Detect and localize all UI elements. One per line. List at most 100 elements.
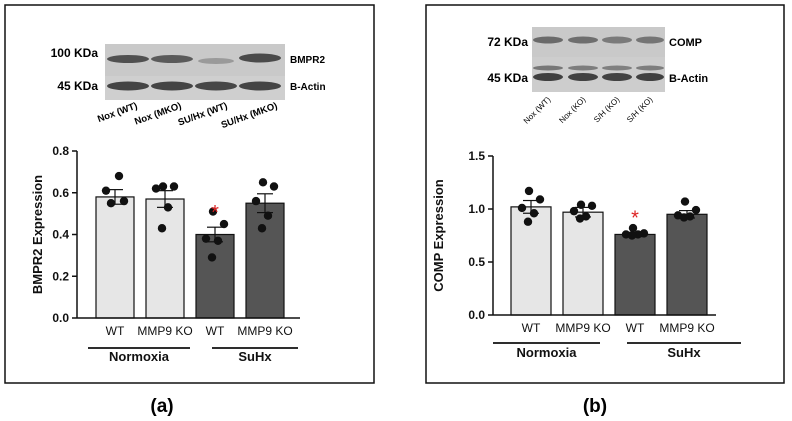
y-tick-label: 0.0 [52, 311, 69, 325]
blot-band [533, 73, 563, 81]
data-point [263, 211, 273, 220]
blot-band [602, 65, 632, 71]
group-label: Normoxia [517, 345, 578, 360]
blot-band [602, 36, 632, 44]
panel-a-frame [4, 4, 375, 384]
data-point [627, 231, 637, 240]
y-tick-label: 1.0 [468, 202, 485, 216]
data-point [576, 200, 586, 209]
data-point [587, 201, 597, 211]
panel-b-frame [425, 4, 785, 384]
lane-label: S/H (KO) [625, 95, 655, 125]
data-point [680, 197, 690, 206]
panel-b-blot: 72 KDa 45 KDa COMP B-Actin Nox (WT) Nox … [487, 27, 708, 126]
y-axis-title: BMPR2 Expression [30, 175, 45, 294]
data-point [158, 182, 168, 191]
blot-band [239, 53, 281, 63]
blot-band [602, 73, 632, 81]
data-point [213, 236, 223, 245]
lane-label: S/H (KO) [592, 95, 622, 125]
data-point [251, 196, 261, 206]
data-point [163, 203, 173, 212]
blot-band [151, 55, 193, 63]
blot-band [568, 73, 598, 81]
blot-band [195, 81, 237, 91]
bar [95, 196, 135, 319]
significance-marker: * [211, 202, 219, 224]
marker-bottom-label: 45 KDa [57, 79, 98, 93]
y-tick-label: 0.4 [52, 228, 69, 242]
category-label: MMP9 KO [237, 324, 292, 338]
blot-band [107, 81, 149, 91]
data-point [517, 203, 527, 213]
category-label: WT [522, 321, 541, 335]
category-label: MMP9 KO [555, 321, 610, 335]
y-tick-label: 0.6 [52, 186, 69, 200]
data-point [269, 182, 279, 191]
data-point [257, 224, 267, 233]
data-point [691, 205, 701, 215]
group-label: Normoxia [109, 349, 170, 364]
lane-label: Nox (WT) [96, 100, 139, 125]
bar [666, 213, 708, 316]
data-point [157, 224, 167, 233]
data-point [201, 234, 211, 243]
panel-label-a: (a) [150, 396, 173, 417]
bar [195, 233, 235, 319]
blot-band [636, 36, 664, 44]
category-label: WT [206, 324, 225, 338]
blot-band [568, 65, 598, 71]
marker-top-label: 72 KDa [487, 35, 528, 49]
blot-band [107, 55, 149, 63]
lane-label: Nox (WT) [522, 95, 553, 126]
category-label: WT [626, 321, 645, 335]
lane-label: Nox (KO) [557, 95, 587, 125]
group-label: SuHx [238, 349, 272, 364]
data-point [169, 182, 179, 191]
data-point [208, 207, 218, 216]
data-point [101, 186, 111, 195]
blot-band [533, 36, 563, 44]
category-label: WT [106, 324, 125, 338]
bar [245, 202, 285, 319]
panel-label-b: (b) [583, 396, 607, 417]
blot-band [533, 65, 563, 71]
marker-top-label: 100 KDa [51, 46, 99, 60]
bar [562, 211, 604, 316]
data-point [535, 195, 545, 204]
band-bottom-label: B-Actin [290, 82, 326, 93]
data-point [151, 184, 161, 193]
data-point [529, 209, 539, 218]
y-tick-label: 0.8 [52, 144, 69, 158]
blot-band [198, 58, 234, 64]
band-bottom-label: B-Actin [669, 73, 708, 85]
data-point [258, 178, 268, 187]
data-point [524, 186, 534, 196]
blot-band [151, 81, 193, 91]
data-point [523, 217, 533, 226]
data-point [575, 214, 585, 223]
data-point [679, 213, 689, 222]
panel-a-chart: WT MMP9 KO * WT MMP9 KO 0.0 0.2 0.4 0.6 0.8 BMPR2 … [30, 144, 300, 364]
y-tick-label: 0.0 [468, 308, 485, 322]
y-tick-label: 1.5 [468, 149, 485, 163]
bar [145, 198, 185, 319]
data-point [119, 196, 129, 206]
band-top-label: BMPR2 [290, 55, 325, 66]
data-point [569, 206, 579, 216]
panel-b-chart: WT MMP9 KO * WT MMP9 KO 0.0 0.5 1.0 1.5 COMP Expr… [431, 149, 741, 360]
lane-label: SU/Hx (MKO) [220, 100, 279, 131]
group-label: SuHx [667, 345, 701, 360]
panel-a-blot: 100 KDa 45 KDa BMPR2 B-Actin Nox (WT) No… [51, 44, 326, 131]
y-axis-title: COMP Expression [431, 179, 446, 292]
data-point [114, 171, 124, 181]
y-tick-label: 0.2 [52, 269, 69, 283]
data-point [219, 219, 229, 229]
marker-bottom-label: 45 KDa [487, 71, 528, 85]
y-tick-label: 0.5 [468, 255, 485, 269]
significance-marker: * [631, 207, 639, 229]
lane-label: Nox (MKO) [133, 100, 183, 127]
blot-band [636, 65, 664, 71]
data-point [106, 198, 116, 208]
